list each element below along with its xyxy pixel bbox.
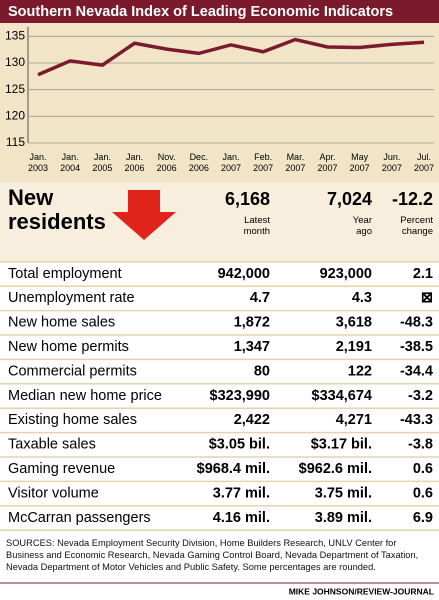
headline-value: 6,168 — [225, 189, 270, 209]
cell: -34.4 — [400, 363, 433, 379]
column-header: Latest month — [244, 215, 271, 237]
row-label: McCarran passengers — [8, 510, 151, 526]
y-tick-label: 135 — [5, 29, 25, 43]
cell: 6.9 — [413, 510, 433, 526]
row-label: Gaming revenue — [8, 461, 115, 477]
row-label: Commercial permits — [8, 363, 137, 379]
row-label: Existing home sales — [8, 412, 137, 428]
cell: $3.05 bil. — [209, 437, 270, 453]
cell: $968.4 mil. — [197, 461, 270, 477]
headline-value: -12.2 — [392, 189, 433, 209]
cell: $3.17 bil. — [311, 437, 372, 453]
x-tick-label: Jan. 2005 — [92, 152, 112, 173]
cell: -3.2 — [408, 388, 433, 404]
x-tick-label: Jan. 2004 — [60, 152, 80, 173]
cell: 923,000 — [320, 266, 372, 282]
x-tick-label: Feb. 2007 — [253, 152, 273, 173]
headline-value: 7,024 — [327, 189, 372, 209]
cell: $323,990 — [210, 388, 270, 404]
cell: 3.89 mil. — [315, 510, 372, 526]
cell: 3,618 — [336, 315, 372, 331]
cell: -43.3 — [400, 412, 433, 428]
row-label: New home sales — [8, 315, 115, 331]
cell: -38.5 — [400, 339, 433, 355]
x-tick-label: Apr. 2007 — [317, 152, 337, 173]
row-label: Taxable sales — [8, 437, 96, 453]
line — [37, 37, 425, 77]
x-tick-label: Jul. 2007 — [414, 152, 434, 173]
headline: New residents — [8, 185, 106, 234]
x-tick-label: May 2007 — [350, 152, 370, 173]
cell: ⊠ — [421, 290, 433, 306]
row-label: Visitor volume — [8, 485, 99, 501]
y-tick-label: 130 — [5, 55, 25, 69]
column-header: Percent change — [400, 215, 433, 237]
x-tick-label: Jan. 2007 — [221, 152, 241, 173]
cell: 3.75 mil. — [315, 485, 372, 501]
cell: 1,347 — [234, 339, 270, 355]
cell: 2,422 — [234, 412, 270, 428]
cell: 942,000 — [218, 266, 270, 282]
x-tick-label: Jan. 2006 — [124, 152, 144, 173]
column-header: Year ago — [353, 215, 372, 237]
row-label: Unemployment rate — [8, 290, 135, 306]
row-label: Total employment — [8, 266, 122, 282]
y-tick-label: 125 — [5, 82, 25, 96]
cell: 0.6 — [413, 485, 433, 501]
cell: 3.77 mil. — [213, 485, 270, 501]
cell: 2,191 — [336, 339, 372, 355]
cell: 4.16 mil. — [213, 510, 270, 526]
x-tick-label: Dec. 2006 — [189, 152, 209, 173]
y-tick-label: 120 — [5, 109, 25, 123]
title-bar — [0, 0, 439, 23]
row-label: Median new home price — [8, 388, 162, 404]
cell: -48.3 — [400, 315, 433, 331]
headline-background — [0, 182, 439, 262]
cell: 2.1 — [413, 266, 433, 282]
y-tick-label: 115 — [6, 135, 25, 149]
cell: -3.8 — [408, 437, 433, 453]
cell: 1,872 — [234, 315, 270, 331]
cell: 4,271 — [336, 412, 372, 428]
x-tick-label: Jun. 2007 — [382, 152, 402, 173]
cell: $962.6 mil. — [299, 461, 372, 477]
cell: 4.3 — [352, 290, 372, 306]
chart-title: Southern Nevada Index of Leading Economi… — [8, 4, 393, 20]
chart-background — [0, 0, 439, 182]
sources: SOURCES: Nevada Employment Security Divi… — [6, 538, 419, 572]
x-tick-label: Jan. 2003 — [28, 152, 48, 173]
x-tick-label: Mar. 2007 — [285, 152, 305, 173]
cell: 4.7 — [250, 290, 270, 306]
cell: 122 — [348, 363, 372, 379]
x-tick-label: Nov. 2006 — [157, 152, 177, 173]
cell: 0.6 — [413, 461, 433, 477]
cell: $334,674 — [312, 388, 372, 404]
row-label: New home permits — [8, 339, 129, 355]
down-arrow — [112, 190, 176, 240]
credit: MIKE JOHNSON/REVIEW-JOURNAL — [289, 586, 434, 596]
cell: 80 — [254, 363, 270, 379]
